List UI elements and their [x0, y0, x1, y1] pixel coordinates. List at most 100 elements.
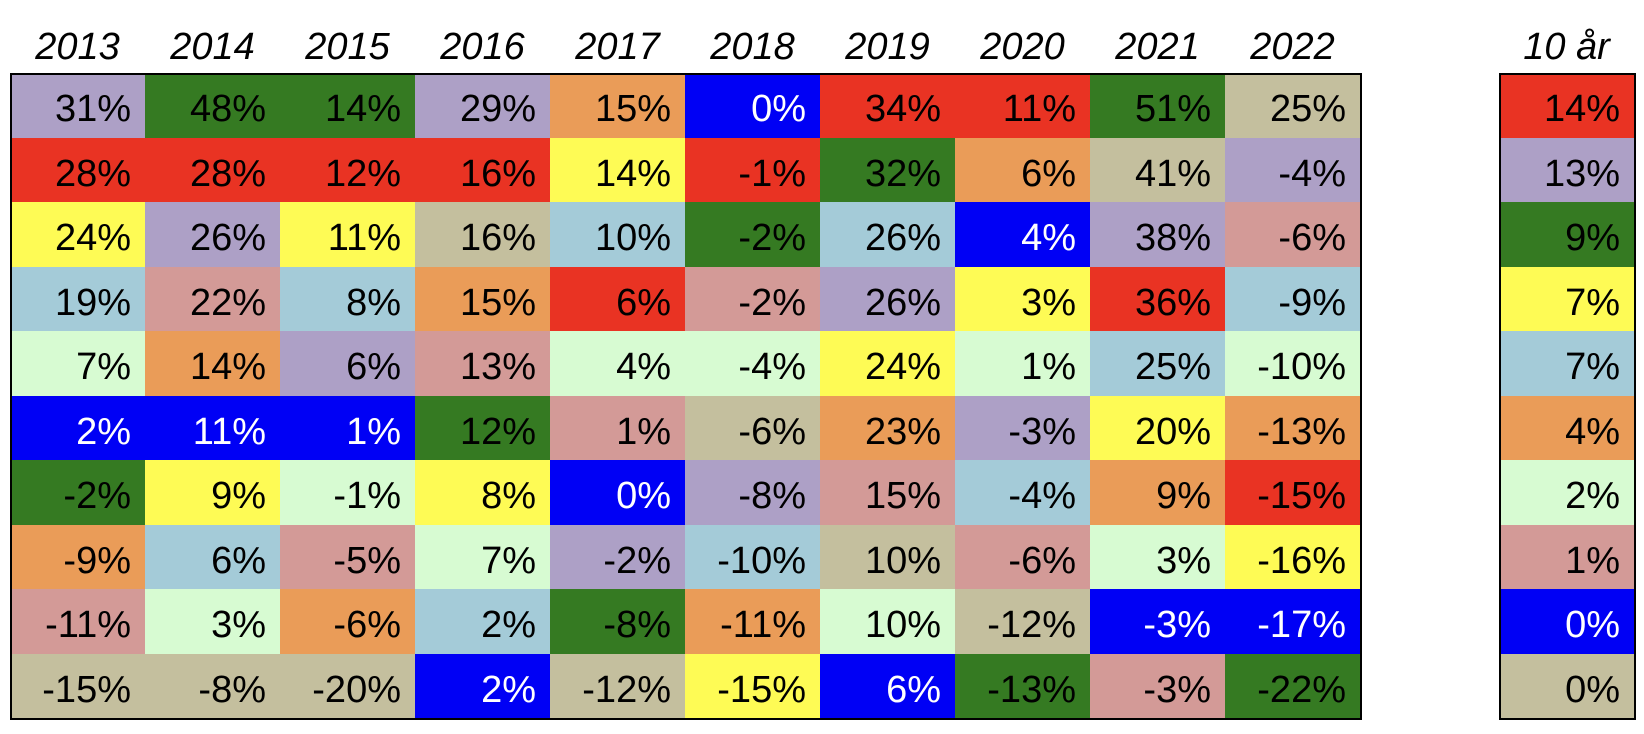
return-cell: 4%	[550, 331, 685, 397]
return-cell: 14%	[1499, 73, 1634, 139]
return-cell: 10%	[550, 202, 685, 268]
return-cell: -8%	[685, 460, 820, 526]
return-cell: -2%	[685, 202, 820, 268]
return-cell: -9%	[10, 524, 145, 590]
return-cell: -16%	[1225, 524, 1360, 590]
return-cell: 48%	[145, 73, 280, 139]
return-cell: 7%	[1499, 266, 1634, 332]
return-cell: -1%	[685, 137, 820, 203]
return-cell: 3%	[145, 589, 280, 655]
summary-header: 10 år	[1523, 26, 1610, 68]
return-cell: -15%	[685, 653, 820, 719]
return-cell: 38%	[1090, 202, 1225, 268]
return-cell: -3%	[1090, 589, 1225, 655]
return-cell: -6%	[1225, 202, 1360, 268]
return-cell: 14%	[280, 73, 415, 139]
return-cell: 12%	[280, 137, 415, 203]
return-cell: 7%	[1499, 331, 1634, 397]
return-cell: -10%	[685, 524, 820, 590]
return-cell: 9%	[1499, 202, 1634, 268]
return-cell: 12%	[415, 395, 550, 461]
return-cell: -3%	[955, 395, 1090, 461]
return-cell: -5%	[280, 524, 415, 590]
return-cell: -1%	[280, 460, 415, 526]
return-cell: 10%	[820, 524, 955, 590]
return-cell: -2%	[550, 524, 685, 590]
return-cell: 0%	[550, 460, 685, 526]
return-cell: -12%	[550, 653, 685, 719]
return-cell: 14%	[550, 137, 685, 203]
return-cell: 11%	[280, 202, 415, 268]
return-cell: 4%	[955, 202, 1090, 268]
return-cell: 8%	[415, 460, 550, 526]
return-cell: -2%	[10, 460, 145, 526]
year-header: 2022	[1250, 26, 1335, 68]
return-cell: -4%	[685, 331, 820, 397]
return-cell: -4%	[955, 460, 1090, 526]
return-cell: -15%	[10, 653, 145, 719]
return-cell: -3%	[1090, 653, 1225, 719]
year-header: 2018	[710, 26, 795, 68]
return-cell: 2%	[1499, 460, 1634, 526]
return-cell: 23%	[820, 395, 955, 461]
year-header: 2016	[440, 26, 525, 68]
return-cell: -17%	[1225, 589, 1360, 655]
return-cell: -8%	[145, 653, 280, 719]
return-cell: -6%	[280, 589, 415, 655]
return-cell: -22%	[1225, 653, 1360, 719]
return-cell: 26%	[820, 202, 955, 268]
return-cell: 28%	[145, 137, 280, 203]
return-cell: 16%	[415, 202, 550, 268]
return-cell: 2%	[415, 653, 550, 719]
return-cell: 16%	[415, 137, 550, 203]
return-cell: 0%	[685, 73, 820, 139]
return-cell: -12%	[955, 589, 1090, 655]
return-cell: 25%	[1090, 331, 1225, 397]
return-cell: -6%	[955, 524, 1090, 590]
year-header: 2017	[575, 26, 660, 68]
return-cell: -10%	[1225, 331, 1360, 397]
return-cell: 29%	[415, 73, 550, 139]
return-cell: 25%	[1225, 73, 1360, 139]
return-cell: 6%	[145, 524, 280, 590]
year-header: 2013	[35, 26, 120, 68]
return-cell: 10%	[820, 589, 955, 655]
return-cell: 6%	[820, 653, 955, 719]
return-cell: -20%	[280, 653, 415, 719]
return-cell: 1%	[280, 395, 415, 461]
return-cell: 7%	[415, 524, 550, 590]
year-header: 2021	[1115, 26, 1200, 68]
return-cell: 34%	[820, 73, 955, 139]
return-cell: 15%	[415, 266, 550, 332]
return-cell: 32%	[820, 137, 955, 203]
return-cell: -2%	[685, 266, 820, 332]
year-header: 2015	[305, 26, 390, 68]
return-cell: 8%	[280, 266, 415, 332]
return-cell: 14%	[145, 331, 280, 397]
return-cell: 13%	[1499, 137, 1634, 203]
return-cell: 11%	[145, 395, 280, 461]
return-cell: 15%	[820, 460, 955, 526]
return-cell: -11%	[685, 589, 820, 655]
return-cell: 24%	[820, 331, 955, 397]
return-cell: 3%	[955, 266, 1090, 332]
return-cell: 22%	[145, 266, 280, 332]
return-cell: -15%	[1225, 460, 1360, 526]
return-cell: 26%	[820, 266, 955, 332]
return-cell: 2%	[415, 589, 550, 655]
year-header: 2020	[980, 26, 1065, 68]
return-cell: 11%	[955, 73, 1090, 139]
return-cell: 6%	[280, 331, 415, 397]
return-cell: -6%	[685, 395, 820, 461]
return-cell: 2%	[10, 395, 145, 461]
return-cell: -4%	[1225, 137, 1360, 203]
return-cell: 6%	[955, 137, 1090, 203]
return-cell: 13%	[415, 331, 550, 397]
year-header: 2019	[845, 26, 930, 68]
return-cell: 6%	[550, 266, 685, 332]
return-cell: 36%	[1090, 266, 1225, 332]
return-cell: 15%	[550, 73, 685, 139]
return-cell: -11%	[10, 589, 145, 655]
return-cell: 9%	[1090, 460, 1225, 526]
